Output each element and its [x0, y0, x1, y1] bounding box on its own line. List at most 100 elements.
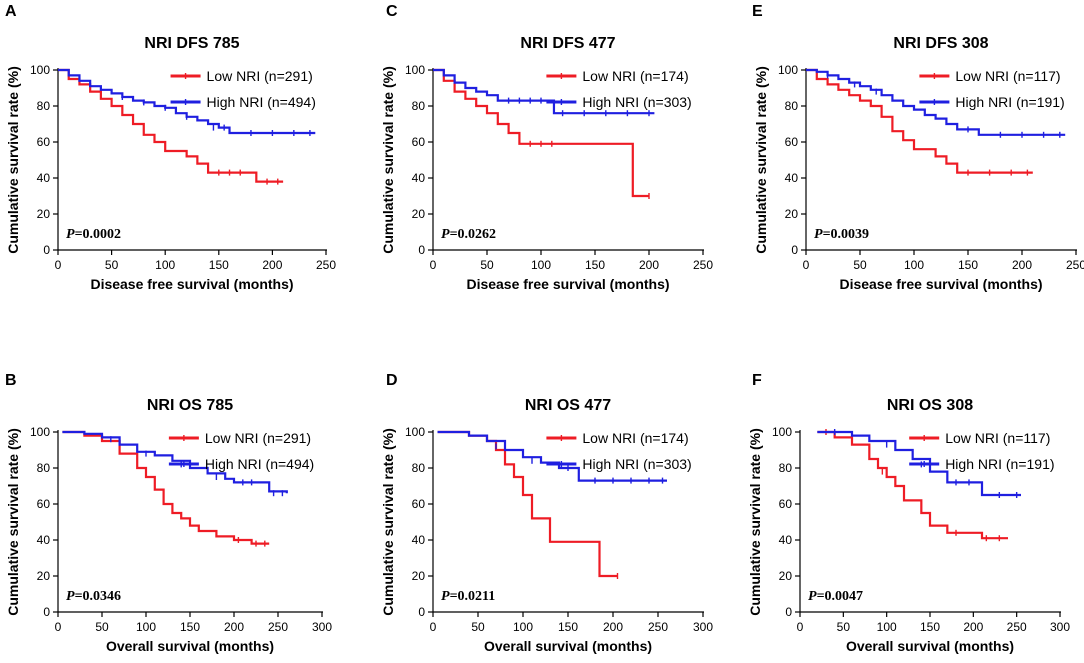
x-tick-label: 0	[55, 620, 62, 634]
legend-label-high: High NRI (n=303)	[582, 94, 691, 110]
y-tick-label: 40	[412, 533, 426, 547]
y-tick-label: 0	[418, 605, 425, 619]
x-tick-label: 250	[268, 620, 288, 634]
chart-title: NRI OS 308	[887, 397, 973, 414]
x-tick-label: 150	[180, 620, 200, 634]
p-value-number: =0.0039	[823, 227, 869, 242]
y-axis-label: Cumulative survival rate (%)	[753, 66, 769, 254]
y-tick-label: 20	[412, 207, 426, 221]
x-tick-label: 100	[904, 258, 924, 272]
km-curve-high-nri	[437, 430, 667, 482]
y-tick-label: 100	[405, 63, 425, 77]
panel-letter: D	[386, 372, 398, 389]
x-tick-label: 250	[316, 258, 336, 272]
y-axis-label: Cumulative survival rate (%)	[5, 66, 21, 254]
y-tick-label: 80	[37, 99, 51, 113]
x-tick-label: 300	[1050, 620, 1070, 634]
p-value-number: =0.0211	[450, 589, 496, 604]
y-axis-label: Cumulative survival rate (%)	[380, 428, 396, 616]
x-tick-label: 50	[853, 258, 867, 272]
x-axis-label: Overall survival (months)	[106, 638, 274, 654]
y-tick-label: 20	[412, 569, 426, 583]
chart-title: NRI DFS 308	[893, 35, 988, 52]
x-tick-label: 300	[693, 620, 713, 634]
y-tick-label: 60	[412, 135, 426, 149]
y-tick-label: 80	[779, 461, 793, 475]
x-tick-label: 200	[1012, 258, 1032, 272]
x-tick-label: 200	[639, 258, 659, 272]
x-tick-label: 150	[209, 258, 229, 272]
x-tick-label: 50	[471, 620, 485, 634]
chart-panel-a: A NRI DFS 785 0 20 40 60 80 100 0 50 100 150 200 250 D…	[5, 3, 336, 292]
y-tick-label: 80	[412, 99, 426, 113]
km-curve-low-nri	[437, 430, 618, 578]
legend-label-low: Low NRI (n=174)	[582, 430, 688, 446]
y-tick-label: 40	[37, 171, 51, 185]
y-tick-label: 20	[779, 569, 793, 583]
y-tick-label: 40	[785, 171, 799, 185]
panel-letter: B	[5, 372, 17, 389]
legend-label-low: Low NRI (n=291)	[207, 68, 313, 84]
y-tick-label: 80	[37, 461, 51, 475]
panel-letter: E	[752, 3, 763, 20]
p-value-symbol: P	[66, 589, 75, 604]
x-tick-label: 0	[430, 620, 437, 634]
x-axis-label: Overall survival (months)	[846, 638, 1014, 654]
chart-panel-e: E NRI DFS 308 0 20 40 60 80 100 0 50 100 150 200 250 D…	[752, 3, 1084, 292]
x-tick-label: 200	[963, 620, 983, 634]
panel-letter: A	[5, 3, 17, 20]
y-tick-label: 40	[412, 171, 426, 185]
panel-letter: F	[752, 372, 762, 389]
legend-label-high: High NRI (n=191)	[955, 94, 1064, 110]
y-tick-label: 100	[772, 425, 792, 439]
x-tick-label: 250	[1066, 258, 1084, 272]
p-value-symbol: P	[814, 227, 823, 242]
y-tick-label: 100	[30, 63, 50, 77]
legend-label-high: High NRI (n=494)	[205, 456, 314, 472]
x-tick-label: 50	[105, 258, 119, 272]
y-tick-label: 80	[412, 461, 426, 475]
y-tick-label: 60	[785, 135, 799, 149]
y-tick-label: 20	[785, 207, 799, 221]
x-tick-label: 100	[136, 620, 156, 634]
y-tick-label: 100	[778, 63, 798, 77]
x-tick-label: 250	[648, 620, 668, 634]
x-tick-label: 100	[531, 258, 551, 272]
x-axis-label: Disease free survival (months)	[839, 276, 1042, 292]
y-tick-label: 20	[37, 569, 51, 583]
chart-title: NRI DFS 785	[144, 35, 239, 52]
p-value-symbol: P	[808, 589, 817, 604]
p-value-number: =0.0047	[817, 589, 863, 604]
p-value-symbol: P	[441, 589, 450, 604]
p-value-symbol: P	[441, 227, 450, 242]
x-axis-label: Disease free survival (months)	[466, 276, 669, 292]
p-value-number: =0.0002	[75, 227, 121, 242]
y-tick-label: 20	[37, 207, 51, 221]
legend-label-low: Low NRI (n=117)	[945, 430, 1050, 446]
x-tick-label: 200	[262, 258, 282, 272]
legend-label-low: Low NRI (n=117)	[955, 68, 1060, 84]
chart-panel-d: D NRI OS 477 0 20 40 60 80 100 0 50 100 150 200 250 30…	[380, 372, 713, 654]
x-tick-label: 250	[693, 258, 713, 272]
y-tick-label: 0	[791, 243, 798, 257]
x-axis-label: Disease free survival (months)	[90, 276, 293, 292]
km-curve-high-nri	[58, 68, 316, 135]
y-tick-label: 0	[418, 243, 425, 257]
chart-title: NRI OS 477	[525, 397, 611, 414]
p-value-number: =0.0262	[450, 227, 496, 242]
legend-label-high: High NRI (n=191)	[945, 456, 1054, 472]
y-tick-label: 60	[37, 135, 51, 149]
p-value-number: =0.0346	[75, 589, 121, 604]
chart-panel-b: B NRI OS 785 0 20 40 60 80 100 0 50 100 150 200 250 30…	[5, 372, 332, 654]
y-tick-label: 100	[405, 425, 425, 439]
km-curve-low-nri	[806, 68, 1033, 174]
legend-label-low: Low NRI (n=291)	[205, 430, 311, 446]
p-value: P=0.0002	[66, 227, 121, 242]
y-tick-label: 40	[779, 533, 793, 547]
panel-letter: C	[386, 3, 398, 20]
km-curve-low-nri	[62, 430, 270, 545]
y-tick-label: 0	[43, 243, 50, 257]
y-tick-label: 60	[37, 497, 51, 511]
chart-title: NRI DFS 477	[520, 35, 615, 52]
